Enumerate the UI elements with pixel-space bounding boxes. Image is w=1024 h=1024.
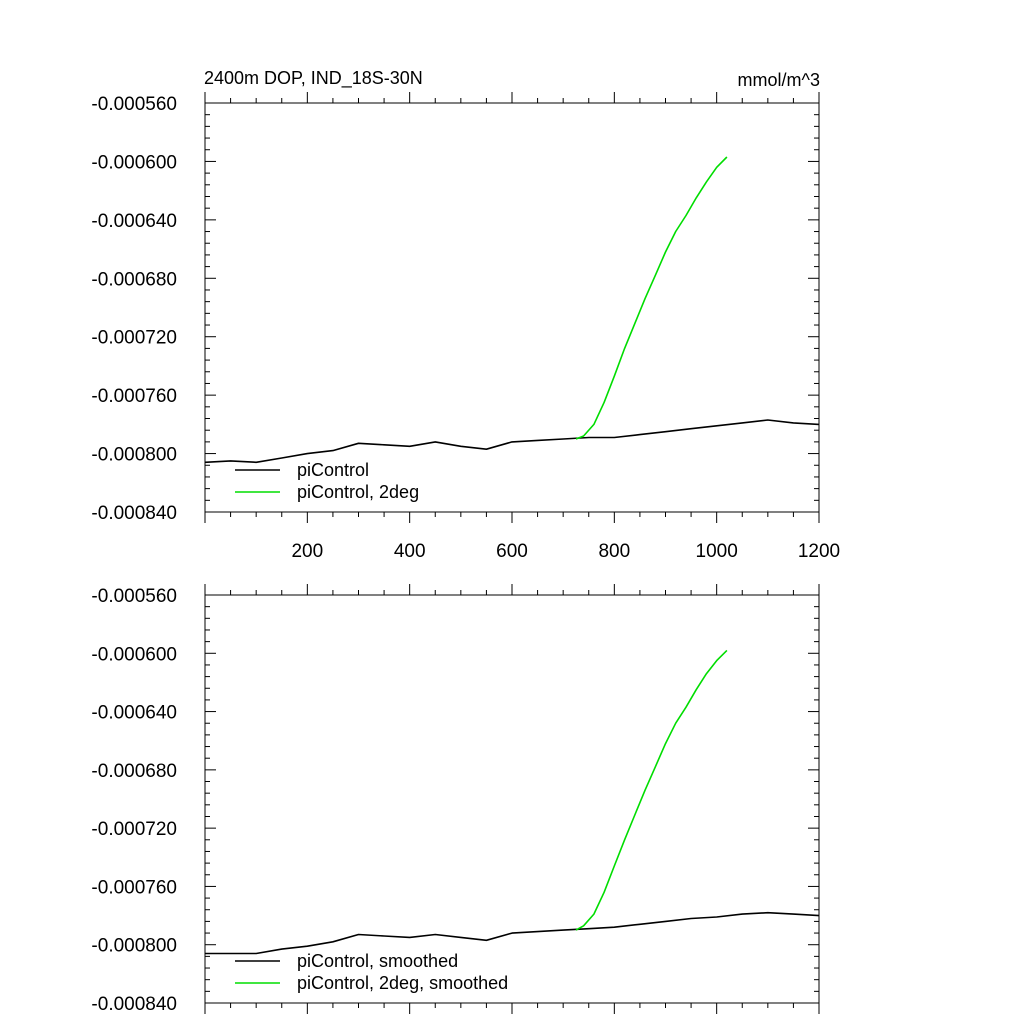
top-panel-frame	[204, 102, 820, 513]
bottom-panel-ticks	[204, 584, 820, 1014]
bottom-y-tick-label: -0.000840	[91, 994, 177, 1015]
bottom-y-tick-label: -0.000800	[91, 936, 177, 957]
bottom-y-tick-label: -0.000680	[91, 761, 177, 782]
top-y-tick-label: -0.000760	[91, 386, 177, 407]
top-x-tick-label: 1000	[696, 541, 738, 562]
top-x-tick-label: 1200	[798, 541, 840, 562]
bottom-panel-y-tick-labels: -0.000560 -0.000600 -0.000640 -0.000680 -0.0…	[91, 586, 177, 1015]
top-plot-frame	[204, 102, 820, 513]
bottom-panel-frame	[204, 594, 820, 1004]
bottom-plot-frame	[204, 594, 820, 1004]
bottom-y-tick-label: -0.000560	[91, 586, 177, 607]
top-y-tick-label: -0.000840	[91, 503, 177, 524]
top-panel-ticks	[204, 92, 820, 523]
bottom-panel-series	[205, 649, 820, 955]
top-panel-x-tick-labels: 200 400 600 800 1000 1200	[291, 541, 840, 562]
top-y-tick-label: -0.000720	[91, 328, 177, 349]
top-x-tick-label: 600	[496, 541, 528, 562]
bottom-y-tick-label: -0.000640	[91, 703, 177, 724]
top-panel-series	[204, 156, 820, 464]
top-series-line-2	[575, 156, 728, 440]
bottom-series-line-1	[205, 911, 820, 955]
top-y-tick-label: -0.000800	[91, 445, 177, 466]
bottom-series-line-2	[575, 649, 728, 931]
bottom-legend-label-1: piControl, smoothed	[297, 951, 458, 971]
chart-title: 2400m DOP, IND_18S-30N	[204, 68, 423, 89]
bottom-y-tick-label: -0.000600	[91, 644, 177, 665]
top-y-tick-label: -0.000680	[91, 269, 177, 290]
bottom-y-tick-label: -0.000760	[91, 877, 177, 898]
top-legend-label-2: piControl, 2deg	[297, 482, 419, 502]
top-legend-label-1: piControl	[297, 460, 369, 480]
top-series-line-1	[204, 419, 820, 464]
bottom-panel: -0.000560 -0.000600 -0.000640 -0.000680 -0.0…	[91, 584, 820, 1015]
top-x-tick-label: 200	[291, 541, 323, 562]
bottom-legend-label-2: piControl, 2deg, smoothed	[297, 973, 508, 993]
top-y-tick-label: -0.000640	[91, 211, 177, 232]
top-x-tick-label: 800	[598, 541, 630, 562]
bottom-y-tick-label: -0.000720	[91, 819, 177, 840]
top-panel-y-tick-labels: -0.000560 -0.000600 -0.000640 -0.000680 -0.0…	[91, 94, 177, 524]
units-label: mmol/m^3	[738, 70, 820, 90]
top-x-tick-label: 400	[394, 541, 426, 562]
top-y-tick-label: -0.000600	[91, 152, 177, 173]
top-panel: -0.000560 -0.000600 -0.000640 -0.000680 -0.0…	[91, 92, 840, 562]
top-y-tick-label: -0.000560	[91, 94, 177, 115]
